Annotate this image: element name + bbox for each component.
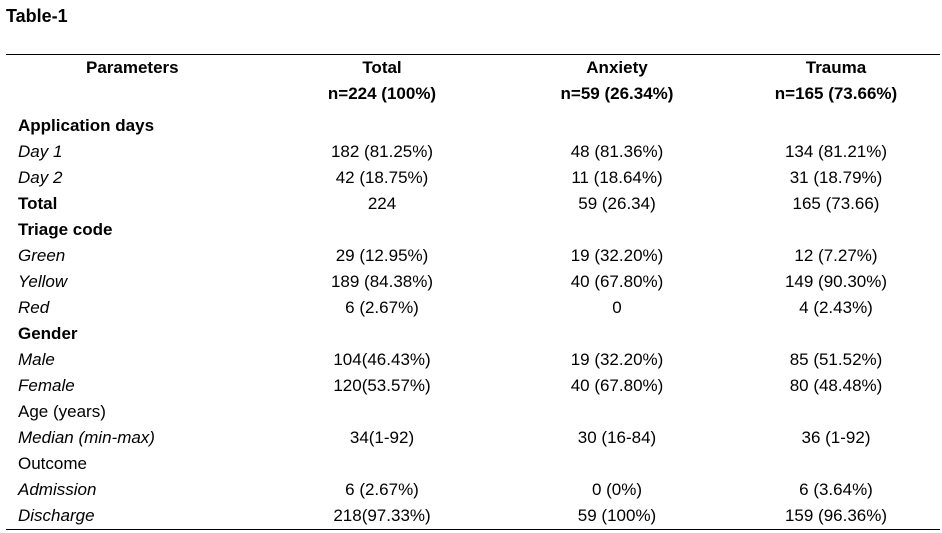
header-parameters: Parameters [86, 58, 179, 77]
value-cell: 40 (67.80%) [570, 272, 664, 291]
value-cell [732, 217, 940, 243]
value-cell: 30 (16-84) [577, 428, 657, 447]
table-body: Application days Day 1 182 (81.25%) 48 (81.… [6, 113, 940, 529]
value-cell: 149 (90.30%) [784, 272, 888, 291]
value-cell [732, 321, 940, 347]
value-cell [732, 113, 940, 139]
table-row: Discharge 218(97.33%) 59 (100%) 159 (96.36%… [6, 503, 940, 529]
value-cell: 59 (26.34) [578, 194, 656, 213]
value-cell [502, 399, 732, 425]
table-bottom-rule [6, 529, 940, 530]
value-cell: 0 (0%) [591, 480, 643, 499]
value-cell: 59 (100%) [577, 506, 657, 525]
value-cell: 6 (2.67%) [345, 480, 419, 499]
value-cell: 31 (18.79%) [789, 168, 883, 187]
value-cell: 6 (3.64%) [799, 480, 873, 499]
row-label-cell: Female [18, 376, 75, 395]
value-cell: 182 (81.25%) [330, 142, 434, 161]
value-cell: 19 (32.20%) [570, 246, 664, 265]
value-cell: 120(53.57%) [333, 376, 431, 395]
table-title: Table-1 [6, 6, 68, 26]
value-cell [262, 451, 502, 477]
table-row: Yellow 189 (84.38%) 40 (67.80%) 149 (90.30%… [6, 269, 940, 295]
table-row: Green 29 (12.95%) 19 (32.20%) 12 (7.27%) [6, 243, 940, 269]
value-cell [732, 451, 940, 477]
table-header-row: Parameters Total n=224 (100%) Anxiety n=… [6, 55, 940, 113]
value-cell [502, 321, 732, 347]
header-total: Total n=224 (100%) [327, 58, 437, 103]
value-cell [502, 113, 732, 139]
row-label-cell: Triage code [18, 220, 113, 239]
row-label-cell: Outcome [18, 454, 87, 473]
table-row: Total 224 59 (26.34) 165 (73.66) [6, 191, 940, 217]
value-cell: 159 (96.36%) [784, 506, 888, 525]
data-table-container: Parameters Total n=224 (100%) Anxiety n=… [6, 54, 940, 530]
row-label-cell: Red [18, 298, 50, 317]
value-cell [262, 399, 502, 425]
row-label-cell: Age (years) [18, 402, 106, 421]
value-cell [502, 451, 732, 477]
row-label-cell: Discharge [18, 506, 95, 525]
value-cell: 80 (48.48%) [789, 376, 883, 395]
value-cell: 12 (7.27%) [794, 246, 878, 265]
table-row: Triage code [6, 217, 940, 243]
value-cell: 4 (2.43%) [799, 298, 873, 317]
value-cell: 224 [367, 194, 397, 213]
value-cell [262, 321, 502, 347]
row-label-cell: Gender [18, 324, 78, 343]
header-anxiety: Anxiety n=59 (26.34%) [560, 58, 674, 103]
header-trauma: Trauma n=165 (73.66%) [774, 58, 898, 103]
table-row: Application days [6, 113, 940, 139]
value-cell: 34(1-92) [349, 428, 415, 447]
row-label-cell: Total [18, 194, 58, 213]
value-cell: 40 (67.80%) [570, 376, 664, 395]
row-label-cell: Yellow [18, 272, 68, 291]
value-cell: 189 (84.38%) [330, 272, 434, 291]
value-cell: 218(97.33%) [333, 506, 431, 525]
value-cell: 11 (18.64%) [571, 168, 663, 187]
value-cell: 85 (51.52%) [789, 350, 883, 369]
row-label-cell: Day 1 [18, 142, 63, 161]
table-row: Red 6 (2.67%) 0 4 (2.43%) [6, 295, 940, 321]
value-cell: 134 (81.21%) [784, 142, 888, 161]
value-cell: 0 [612, 298, 622, 317]
table-row: Day 1 182 (81.25%) 48 (81.36%) 134 (81.21%) [6, 139, 940, 165]
table-row: Day 2 42 (18.75%) 11 (18.64%) 31 (18.79%) [6, 165, 940, 191]
value-cell [262, 113, 502, 139]
row-label-cell: Application days [18, 116, 155, 135]
value-cell [502, 217, 732, 243]
value-cell: 42 (18.75%) [335, 168, 429, 187]
value-cell: 6 (2.67%) [345, 298, 419, 317]
value-cell: 165 (73.66) [792, 194, 880, 213]
row-label-cell: Median (min-max) [18, 428, 155, 447]
row-label-cell: Day 2 [18, 168, 63, 187]
value-cell: 48 (81.36%) [570, 142, 664, 161]
table-row: Female 120(53.57%) 40 (67.80%) 80 (48.48%) [6, 373, 940, 399]
table-row: Outcome [6, 451, 940, 477]
table-row: Gender [6, 321, 940, 347]
value-cell [262, 217, 502, 243]
table-row: Admission 6 (2.67%) 0 (0%) 6 (3.64%) [6, 477, 940, 503]
data-table: Parameters Total n=224 (100%) Anxiety n=… [6, 55, 940, 529]
value-cell: 104(46.43%) [333, 350, 431, 369]
value-cell: 19 (32.20%) [570, 350, 664, 369]
value-cell [732, 399, 940, 425]
table-row: Median (min-max) 34(1-92) 30 (16-84) 36 (1-… [6, 425, 940, 451]
table-top-rule [6, 54, 940, 55]
value-cell: 36 (1-92) [801, 428, 871, 447]
value-cell: 29 (12.95%) [335, 246, 429, 265]
table-row: Age (years) [6, 399, 940, 425]
row-label-cell: Green [18, 246, 66, 265]
table-row: Male 104(46.43%) 19 (32.20%) 85 (51.52%) [6, 347, 940, 373]
row-label-cell: Male [18, 350, 55, 369]
row-label-cell: Admission [18, 480, 97, 499]
